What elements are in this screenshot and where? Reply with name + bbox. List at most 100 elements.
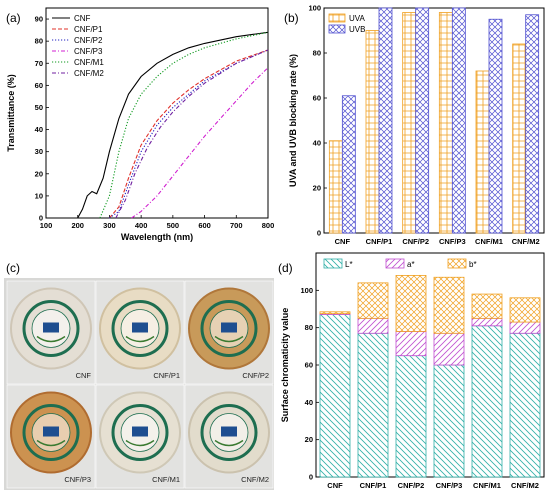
x-tick-label: CNF: [327, 481, 343, 490]
legend-label: CNF/P2: [74, 36, 103, 45]
x-tick-label: CNF/P3: [436, 481, 463, 490]
emblem-laurel: [214, 335, 244, 343]
y-tick-label: 80: [305, 323, 313, 332]
panel-b-bar-chart: 0 20 40 60 80 100 UVA and UVB blocking rate (%…: [288, 4, 545, 246]
y-tick-label: 60: [313, 94, 321, 103]
bar: [341, 95, 356, 234]
bar-segment: [509, 297, 541, 323]
legend-swatch: [328, 24, 346, 34]
emblem-ring: [200, 300, 258, 357]
x-tick-label: 200: [71, 221, 84, 230]
bar-segment: [433, 364, 465, 478]
y-axis-title: Surface chromaticity value: [280, 308, 290, 423]
bar: [512, 43, 527, 234]
x-tick-label: CNF/P1: [360, 481, 387, 490]
y-tick-label: 0: [39, 214, 43, 223]
bar-segment: [357, 332, 389, 478]
series-line: [109, 49, 269, 219]
y-tick-label: 20: [313, 184, 321, 193]
photo-label: CNF/P3: [64, 475, 91, 484]
emblem-laurel: [125, 439, 155, 447]
bar-segment: [471, 317, 503, 327]
photo-label: CNF/M2: [241, 475, 269, 484]
emblem-building: [132, 426, 148, 437]
series-line: [115, 49, 269, 219]
plot-frame: [323, 7, 545, 234]
photo-label: CNF/P2: [242, 371, 269, 380]
panel-label-a: (a): [6, 11, 21, 25]
x-tick-label: 300: [103, 221, 116, 230]
bar-segment: [395, 274, 427, 332]
y-tick-label: 40: [305, 398, 313, 407]
y-tick-label: 70: [35, 59, 43, 68]
bar-segment: [395, 355, 427, 478]
y-tick-label: 100: [308, 4, 321, 13]
legend-swatch: [323, 258, 343, 269]
bar-segment: [509, 332, 541, 478]
emblem-laurel: [36, 335, 66, 343]
bar: [378, 7, 393, 234]
bar-segment: [357, 317, 389, 334]
x-tick-label: CNF/M2: [512, 237, 540, 246]
y-tick-label: 40: [313, 139, 321, 148]
y-tick-label: 50: [35, 103, 43, 112]
bar: [402, 12, 417, 234]
x-tick-label: 600: [198, 221, 211, 230]
emblem-building: [221, 322, 237, 333]
y-tick-label: 40: [35, 125, 43, 134]
series-line: [99, 31, 269, 219]
y-axis-title: UVA and UVB blocking rate (%): [288, 54, 298, 187]
x-tick-label: CNF/P3: [439, 237, 466, 246]
legend-label: UVB: [349, 25, 365, 34]
x-tick-label: CNF/M1: [473, 481, 501, 490]
legend-label: CNF/M1: [74, 58, 104, 67]
legend-label: b*: [469, 260, 477, 269]
y-tick-label: 10: [35, 191, 43, 200]
emblem-ring: [22, 404, 80, 461]
legend-label: L*: [345, 260, 353, 269]
panel-d-stacked-bar-chart: 0 20 40 60 80 100 Surface chromaticity value CN…: [280, 252, 545, 490]
series-line: [108, 49, 269, 219]
emblem-ring: [22, 300, 80, 357]
legend-label: CNF/M2: [74, 69, 104, 78]
x-tick-label: CNF/M1: [475, 237, 503, 246]
legend-label: CNF/P1: [74, 25, 103, 34]
bar: [488, 18, 503, 234]
bar-segment: [319, 311, 351, 315]
x-tick-label: CNF/P2: [398, 481, 425, 490]
panel-label-d: (d): [278, 261, 293, 275]
emblem-laurel: [125, 335, 155, 343]
bar-segment: [395, 330, 427, 357]
x-tick-label: 100: [40, 221, 53, 230]
legend-swatch: [447, 258, 467, 269]
y-axis-title: Transmittance (%): [6, 74, 16, 152]
y-tick-label: 20: [305, 435, 313, 444]
x-axis-title: Wavelength (nm): [121, 232, 193, 242]
y-tick-label: 100: [300, 286, 313, 295]
y-tick-label: 80: [35, 37, 43, 46]
bar: [475, 70, 490, 234]
series-line: [131, 67, 269, 219]
y-tick-label: 0: [317, 229, 321, 238]
bar-segment: [471, 293, 503, 319]
emblem-building: [43, 426, 59, 437]
y-tick-label: 60: [305, 361, 313, 370]
bar-segment: [471, 325, 503, 478]
emblem-laurel: [214, 439, 244, 447]
plot-frame: [45, 7, 269, 219]
bar: [328, 140, 343, 234]
photo-label: CNF/P1: [153, 371, 180, 380]
bar-segment: [433, 332, 465, 366]
x-tick-label: CNF/P1: [366, 237, 393, 246]
bar: [415, 7, 430, 234]
bar: [365, 30, 380, 234]
bar: [451, 7, 466, 234]
emblem-laurel: [36, 439, 66, 447]
y-tick-label: 30: [35, 147, 43, 156]
x-tick-label: 800: [262, 221, 275, 230]
panel-c-photos: CNF CNF/P1 CNF/P2 CNF/P3 CNF/M1 CNF/M2: [4, 278, 274, 490]
emblem-building: [221, 426, 237, 437]
panel-a-line-chart: 100 200 300 400 500 600 700 800 0 10 20 30 40 50 60 70 8…: [6, 7, 275, 242]
